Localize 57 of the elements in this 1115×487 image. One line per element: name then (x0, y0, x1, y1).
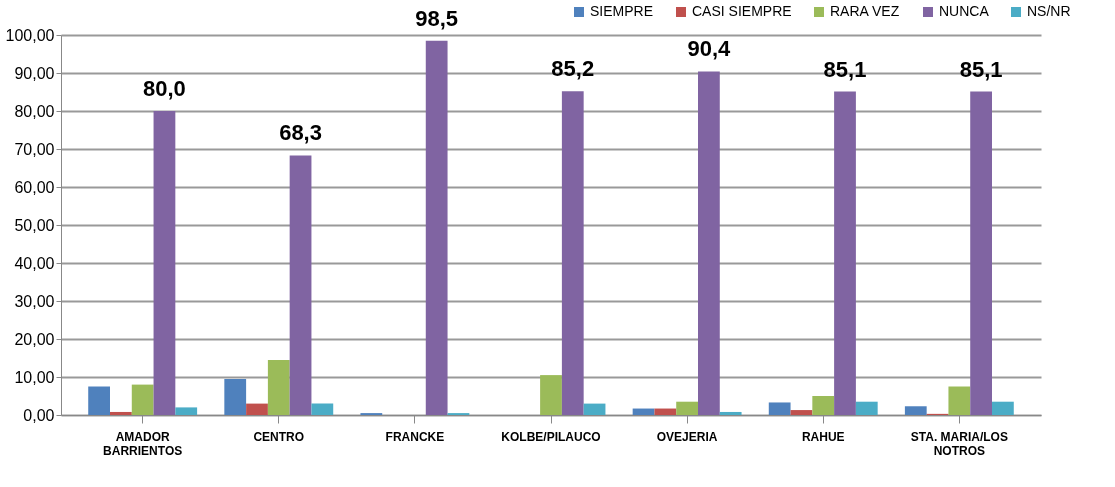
y-tick-label: 20,00 (14, 330, 55, 348)
legend-label: CASI SIEMPRE (692, 3, 792, 19)
y-tick-label: 90,00 (14, 64, 55, 82)
y-tick-label: 80,00 (14, 102, 55, 120)
y-tick-label: 30,00 (14, 292, 55, 310)
bar (88, 386, 110, 415)
data-label: 80,0 (143, 76, 186, 101)
bar (812, 396, 835, 415)
bar (583, 403, 606, 415)
x-tick-label: OVEJERIA (656, 429, 718, 444)
x-tick-label: AMADOR BARRIENTOS (103, 429, 183, 458)
bar (561, 91, 584, 415)
x-tick-label: STA. MARIA/LOS NOTROS (910, 429, 1008, 458)
x-tick-label: RAHUE (801, 429, 845, 444)
bar (224, 378, 247, 415)
bar (267, 359, 290, 415)
x-tick-label: FRANCKE (385, 429, 445, 444)
bar (540, 375, 562, 415)
y-tick-label: 100,00 (5, 26, 55, 44)
bar (768, 402, 791, 415)
y-tick-label: 0,00 (23, 406, 55, 424)
bar (131, 384, 154, 415)
bar (311, 403, 334, 415)
y-tick-label: 40,00 (14, 254, 55, 272)
x-tick-label: KOLBE/PILAUCO (501, 429, 601, 444)
bar (948, 386, 971, 415)
legend-label: RARA VEZ (830, 3, 900, 19)
bar (246, 403, 268, 415)
data-label: 85,1 (959, 56, 1003, 82)
data-label: 68,3 (279, 120, 322, 146)
data-label: 85,2 (551, 56, 595, 82)
legend-label: SIEMPRE (590, 3, 654, 19)
bar (970, 91, 992, 415)
bar (855, 401, 878, 415)
bar (992, 401, 1014, 415)
bar (110, 411, 132, 415)
legend-label: NUNCA (939, 3, 990, 19)
data-label: 90,4 (687, 36, 732, 62)
y-tick-label: 10,00 (14, 368, 55, 386)
y-tick-label: 60,00 (14, 178, 55, 196)
bar (153, 111, 176, 415)
bar (790, 410, 813, 415)
bar (698, 71, 720, 415)
bar (654, 408, 677, 415)
y-tick-label: 70,00 (14, 140, 55, 158)
data-label: 85,1 (823, 56, 867, 82)
bar (719, 411, 742, 415)
x-tick-label: CENTRO (253, 429, 305, 444)
data-label: 98,5 (415, 5, 459, 31)
bar (676, 401, 698, 415)
legend-label: NS/NR (1027, 3, 1071, 19)
bar (289, 155, 312, 415)
bar (425, 40, 448, 415)
bar (904, 406, 927, 415)
bar (834, 91, 856, 415)
y-tick-label: 50,00 (14, 216, 55, 234)
bar (175, 407, 198, 415)
